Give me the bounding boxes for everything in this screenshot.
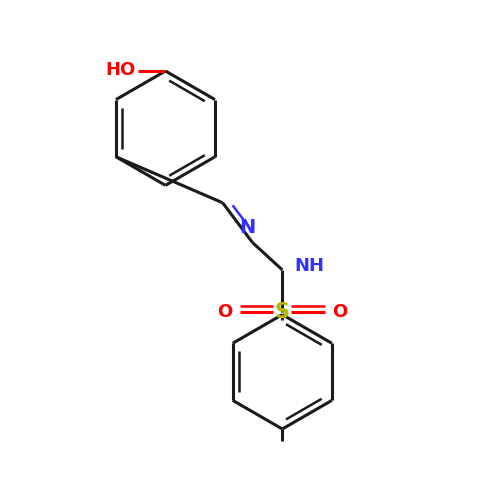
Text: O: O — [218, 303, 232, 321]
Text: HO: HO — [106, 61, 136, 79]
Text: N: N — [240, 218, 256, 236]
Text: S: S — [275, 302, 290, 322]
Text: O: O — [332, 303, 347, 321]
Text: NH: NH — [295, 257, 325, 275]
